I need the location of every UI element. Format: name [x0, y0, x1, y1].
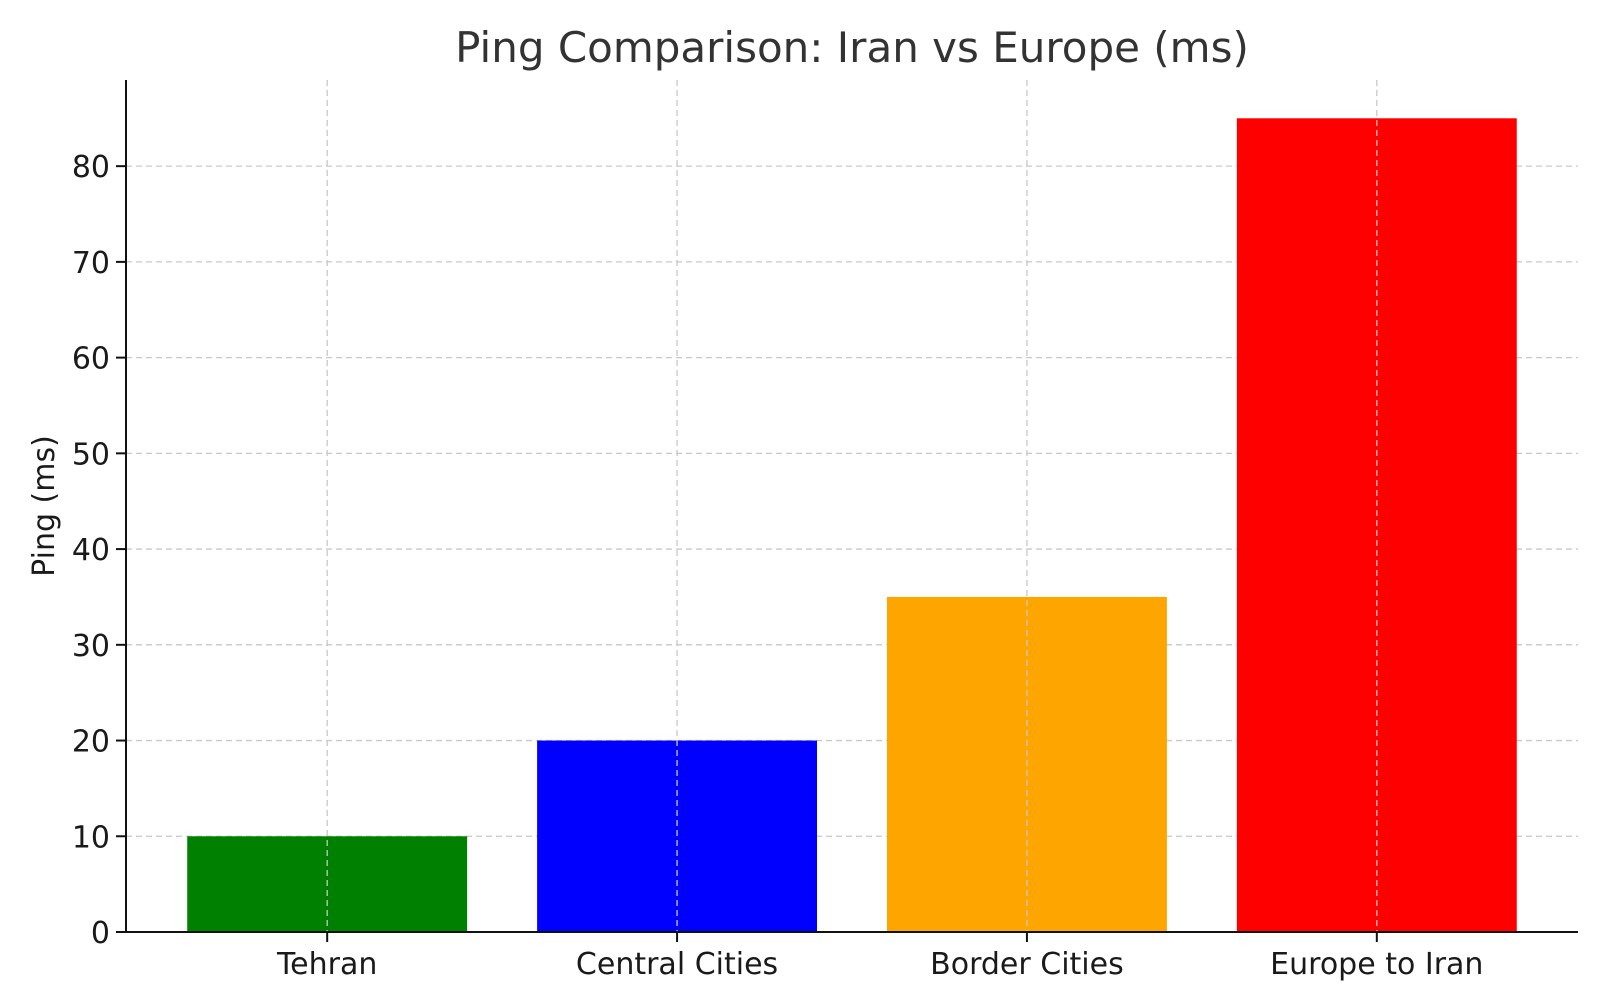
chart-title: Ping Comparison: Iran vs Europe (ms) [455, 23, 1249, 72]
ticks: 0 10 20 30 40 50 60 70 80 Tehran Central Cities Bor… [72, 150, 1484, 982]
x-tick-label: Tehran [276, 947, 377, 982]
x-tick-label: Europe to Iran [1270, 947, 1483, 982]
y-tick-label: 80 [72, 150, 110, 185]
y-axis-label: Ping (ms) [27, 435, 62, 577]
x-tick-label: Border Cities [930, 947, 1124, 982]
grid [126, 165, 1578, 837]
bars [187, 118, 1517, 933]
y-tick-label: 10 [72, 820, 110, 855]
y-tick-label: 70 [72, 246, 110, 281]
y-tick-label: 40 [72, 533, 110, 568]
axes [125, 80, 1578, 933]
y-tick-label: 50 [72, 437, 110, 472]
y-tick-label: 0 [91, 916, 110, 951]
y-tick-label: 30 [72, 629, 110, 664]
y-tick-label: 60 [72, 342, 110, 377]
y-tick-label: 20 [72, 725, 110, 760]
vertical-grid [326, 80, 1378, 932]
x-tick-label: Central Cities [576, 947, 778, 982]
